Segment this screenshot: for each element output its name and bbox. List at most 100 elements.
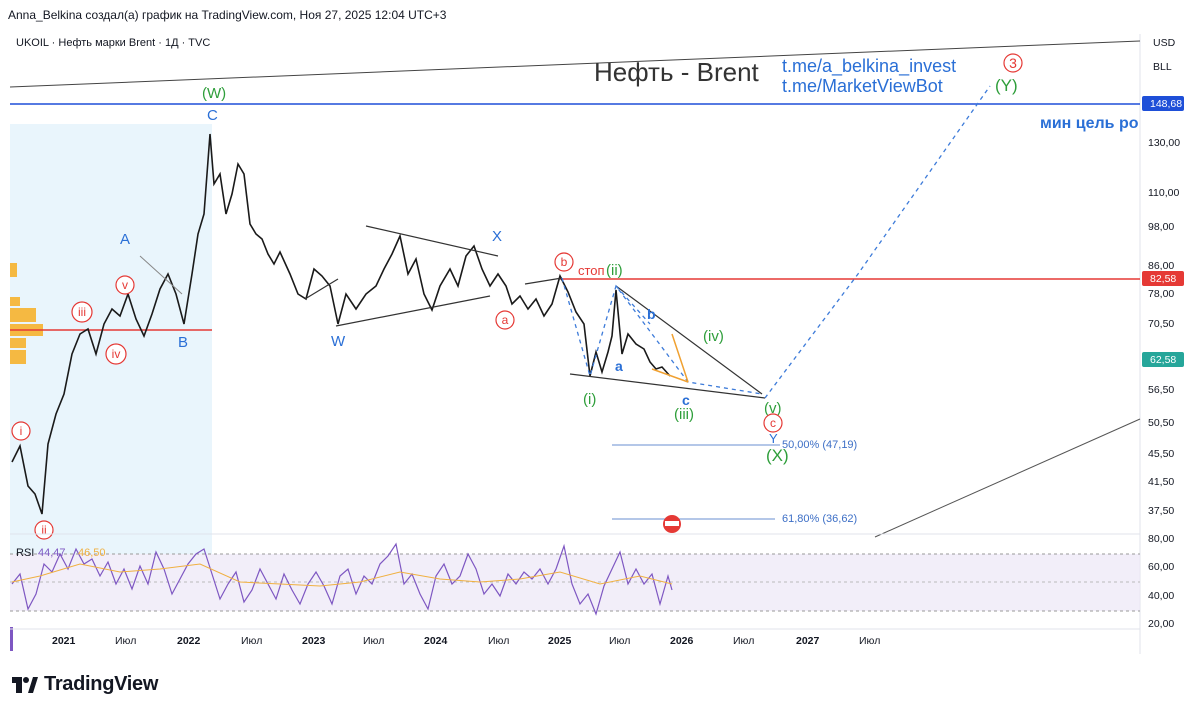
wave-a-circle [495,310,515,330]
time-tick: 2024 [424,635,448,647]
wave-C: C [207,107,218,124]
rsi-value-1: 44,47 [38,547,66,559]
time-tick: Июл [733,635,754,647]
price-series-line [11,133,671,515]
wave-X-paren: (X) [766,446,789,465]
price-chart[interactable]: Нефть - Brent t.me/a_belkina_invest t.me… [0,24,1200,656]
wave-ii-paren: (ii) [606,262,623,279]
price-axis[interactable]: USD BLL 130,00 110,00 98,00 86,00 78,00 … [1142,37,1184,517]
rsi-tick: 60,00 [1148,561,1174,573]
price-tick: 130,00 [1148,137,1180,149]
wave-3-circle [1003,53,1023,73]
wave-X: X [492,228,502,245]
wave-W: W [331,333,346,350]
price-tick: 50,50 [1148,417,1174,429]
wave-i-label: i [20,424,23,438]
wave-c-small: c [682,392,690,408]
event-flag-stripe [665,521,679,526]
link-2[interactable]: t.me/MarketViewBot [782,76,943,96]
wave-W-big: (W) [202,85,226,102]
min-target-label: мин цель ро [1040,115,1139,132]
wave-b-small: b [647,306,656,322]
badge-last-price-text: 62,58 [1150,354,1176,366]
orange-trendline-2 [651,368,689,383]
rsi-pane[interactable]: RSI 44,47 46,50 80,00 60,00 40,00 20,00 [10,533,1174,651]
price-tick: 41,50 [1148,476,1174,488]
rsi-label: RSI [16,547,34,559]
badge-stop-text: 82,58 [1150,273,1176,285]
time-tick: 2022 [177,635,201,647]
rsi-tick: 20,00 [1148,618,1174,630]
wave-v-label: v [122,278,128,292]
wave-c-circle-label: c [770,416,776,430]
wave-iv-circle [105,343,127,365]
channel-bottom-line [874,418,1141,538]
price-tick: 98,00 [1148,221,1174,233]
badge-148-text: 148,68 [1150,98,1182,110]
currency-label: USD [1153,37,1176,49]
time-tick: Июл [488,635,509,647]
time-tick: 2023 [302,635,326,647]
wave-a-small: a [615,358,623,374]
price-tick: 78,00 [1148,288,1174,300]
publisher-header: Anna_Belkina создал(а) график на Trading… [8,8,447,22]
chart-title: Нефть - Brent [594,57,760,87]
unit-label: BLL [1153,61,1172,73]
link-1[interactable]: t.me/a_belkina_invest [782,56,956,77]
logo-text: TradingView [44,673,159,695]
time-tick: 2027 [796,635,820,647]
wave-a-circle-label: a [502,313,509,327]
time-tick: 2026 [670,635,694,647]
wave-iv-label: iv [112,347,121,361]
rsi-value-2: 46,50 [78,547,106,559]
wave-b-circle [554,252,574,272]
tradingview-logo-icon [12,676,38,693]
wave-iii-paren: (iii) [674,406,694,423]
wave-v-paren: (v) [764,400,782,417]
badge-stop [1142,271,1184,286]
wave-b-circle-label: b [561,255,568,269]
wave-iii-circle [71,301,93,323]
wave-Y-paren: (Y) [995,76,1018,95]
rsi-ma-line [11,563,673,587]
wave-i-paren: (i) [583,391,596,408]
fib-618-label: 61,80% (36,62) [782,513,857,525]
price-tick: 45,50 [1148,448,1174,460]
symbol-title[interactable]: UKOIL · Нефть марки Brent · 1Д · TVC [16,37,210,49]
rsi-tick: 40,00 [1148,590,1174,602]
wave-iii-label: iii [78,305,86,319]
time-tick: Июл [859,635,880,647]
time-tick: 2021 [52,635,76,647]
price-tick: 37,50 [1148,505,1174,517]
time-tick: Июл [115,635,136,647]
wave-v-circle [115,275,135,295]
rsi-tick: 80,00 [1148,533,1174,545]
time-axis[interactable]: 2021 Июл 2022 Июл 2023 Июл 2024 Июл 2025… [10,628,1140,647]
time-tick: Июл [363,635,384,647]
wave-B: B [178,334,188,351]
price-tick: 110,00 [1148,187,1179,199]
tradingview-logo[interactable]: TradingView [12,673,158,696]
wave-iv-paren: (iv) [703,328,724,345]
time-tick: 2025 [548,635,572,647]
time-tick: Июл [241,635,262,647]
wave-ii-label: ii [41,523,46,537]
price-tick: 56,50 [1148,384,1174,396]
stop-label: стоп [578,263,605,278]
gray-line [139,255,183,295]
wave-i-circle [11,421,31,441]
time-tick: Июл [609,635,630,647]
wave-c-circle [763,413,783,433]
price-tick: 86,00 [1148,260,1174,272]
badge-148 [1142,96,1184,111]
fib-50-label: 50,00% (47,19) [782,439,857,451]
triangle-pattern [304,225,499,327]
ending-diagonal [524,277,766,399]
rsi-scroll-marker [10,627,13,651]
wave-projection [561,85,991,399]
wave-3-label: 3 [1009,55,1017,71]
badge-last-price [1142,352,1184,367]
channel-top-line [9,40,1141,88]
price-tick: 70,50 [1148,318,1174,330]
shaded-period [10,124,212,554]
